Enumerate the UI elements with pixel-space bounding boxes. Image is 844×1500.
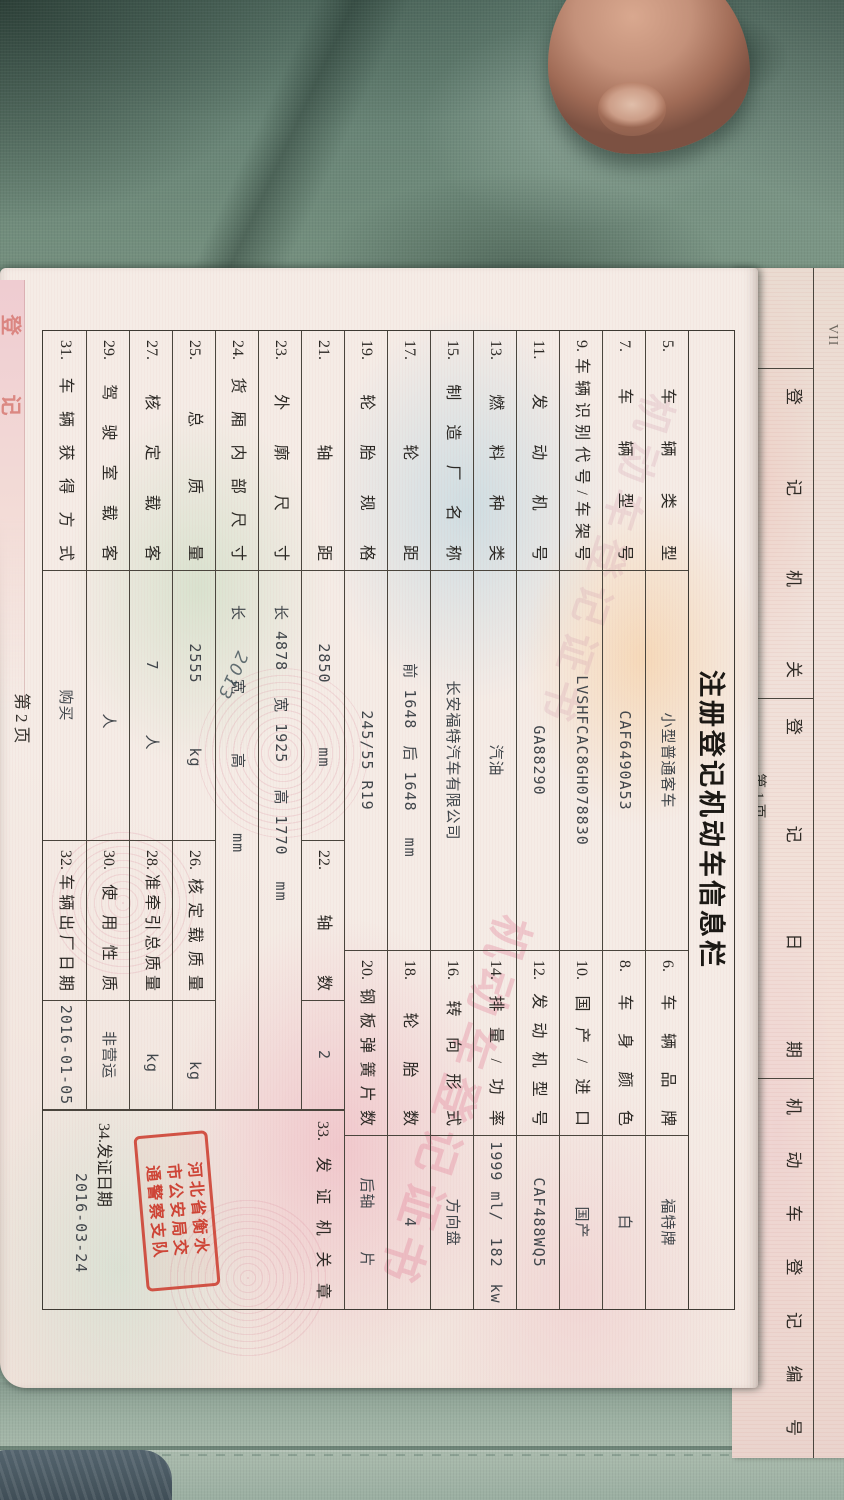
fingernail bbox=[598, 82, 666, 136]
table-row: 7.车辆型号 CAF6490A53 8.车身颜色白 bbox=[602, 331, 645, 1309]
field-value: 白 bbox=[616, 1214, 634, 1231]
table-row: 9.车辆识别代号/车架号 LVSHFCAC8GH078830 10.国产/进口国产 bbox=[559, 331, 602, 1309]
field-label: 32.车辆出厂日期 bbox=[43, 841, 86, 1001]
field-value: 小型普通客车 bbox=[646, 571, 688, 951]
field-value: 购买 bbox=[43, 571, 86, 841]
field-value: 2016-01-05 bbox=[43, 1001, 86, 1110]
field-label: 15.制造厂名称 bbox=[431, 331, 473, 571]
field-value: 长安福特汽车有限公司 bbox=[431, 571, 473, 951]
field-label: 22.轴数 bbox=[302, 841, 344, 1001]
field-label: 18.轮胎数 bbox=[388, 951, 430, 1136]
table-row: 11.发动机号 GA88290 12.发动机型号 CAF488WQ5 bbox=[516, 331, 559, 1309]
table-row: 5.车辆类型 小型普通客车 6.车辆品牌福特牌 bbox=[645, 331, 688, 1309]
issue-date-label: 34.发证日期 bbox=[95, 1123, 112, 1208]
field-label: 31.车辆获得方式 bbox=[43, 331, 86, 571]
field-value: 非营运 bbox=[87, 1001, 129, 1110]
field-value: 2850 mm bbox=[302, 571, 344, 841]
table-row: 23.外廓尺寸长 4878 宽 1925 高 1770 mm bbox=[258, 331, 301, 1110]
edge-glyph: 记 bbox=[0, 394, 23, 416]
table-row: 21.轴距 2850 mm 22.轴数 2 bbox=[301, 331, 344, 1110]
field-value: 汽油 bbox=[474, 571, 516, 951]
field-label: 27.核定载客 bbox=[130, 331, 172, 571]
field-label: 17.轮距 bbox=[388, 331, 430, 571]
field-label: 30.使用性质 bbox=[87, 841, 129, 1001]
field-label: 21.轴距 bbox=[302, 331, 344, 571]
field-value: 方向盘 bbox=[444, 1198, 462, 1247]
field-label: 11.发动机号 bbox=[517, 331, 559, 571]
field-value: LVSHFCAC8GH078830 bbox=[560, 571, 602, 951]
field-value: 2 bbox=[302, 1001, 344, 1110]
field-label: 23.外廓尺寸 bbox=[259, 331, 301, 571]
edge-glyph: 登 bbox=[0, 314, 23, 336]
field-value: 福特牌 bbox=[659, 1198, 677, 1247]
field-label: 14.排量/功率 bbox=[474, 951, 516, 1136]
page2: 机动车登记证书 机动车登记证书 注册登记机动车信息栏 5.车辆类型 小型普通客车 6… bbox=[0, 268, 758, 1388]
sofa-seam bbox=[0, 1446, 844, 1450]
field-label: 20.钢板弹簧片数 bbox=[345, 951, 387, 1136]
table-body: 5.车辆类型 小型普通客车 6.车辆品牌 福特牌 7.车辆型号 CAF6490A53 8.车… bbox=[42, 330, 689, 1310]
corner-mark: VII bbox=[825, 324, 840, 347]
field-label: 5.车辆类型 bbox=[646, 331, 688, 571]
field-label: 8.车身颜色 bbox=[603, 951, 645, 1136]
issue-authority-label: 33.发证机关章 bbox=[314, 1121, 331, 1299]
registry-office-header: 登记机关 bbox=[784, 388, 803, 678]
field-label: 13.燃料种类 bbox=[474, 331, 516, 571]
field-value: 2555 kg bbox=[173, 571, 215, 841]
field-value: 人 bbox=[87, 571, 129, 841]
field-label: 7.车辆型号 bbox=[603, 331, 645, 571]
field-value: GA88290 bbox=[517, 571, 559, 951]
page2-surface: 机动车登记证书 机动车登记证书 注册登记机动车信息栏 5.车辆类型 小型普通客车 6… bbox=[0, 268, 758, 1388]
registration-table: 注册登记机动车信息栏 5.车辆类型 小型普通客车 6.车辆品牌 福特牌 7.车辆型号 CA… bbox=[42, 330, 735, 1310]
field-value: 长 4878 宽 1925 高 1770 mm bbox=[259, 571, 301, 1110]
table-row: 15.制造厂名称 长安福特汽车有限公司 16.转向形式方向盘 bbox=[430, 331, 473, 1309]
field-value: CAF6490A53 bbox=[603, 571, 645, 951]
table-row: 29.驾驶室载客 人 30.使用性质 非营运 bbox=[86, 331, 129, 1110]
field-label: 12.发动机型号 bbox=[517, 951, 559, 1136]
field-value: CAF488WQ5 bbox=[530, 1177, 548, 1268]
field-value: 前 1648 后 1648 mm bbox=[388, 571, 430, 951]
field-label: 6.车辆品牌 bbox=[646, 951, 688, 1136]
table-section-lower-left: 21.轴距 2850 mm 22.轴数 2 23.外廓尺寸长 4878 宽 1925 高… bbox=[43, 331, 344, 1111]
table-row: 25.总质量 2555 kg 26.核定载质量 kg bbox=[172, 331, 215, 1110]
field-label: 28.准牵引总质量 bbox=[130, 841, 172, 1001]
field-label: 26.核定载质量 bbox=[173, 841, 215, 1001]
field-value: 4 bbox=[401, 1217, 419, 1228]
field-value: 245/55 R19 bbox=[345, 571, 387, 951]
field-label: 16.转向形式 bbox=[431, 951, 473, 1136]
fabric-fold bbox=[280, 130, 760, 280]
field-value: 后轴 片 bbox=[358, 1177, 376, 1268]
page-edge-strip: 登 记 bbox=[0, 280, 25, 710]
page1-table-border bbox=[813, 268, 814, 1458]
table-row: 27.核定载客 7 人 28.准牵引总质量 kg bbox=[129, 331, 172, 1110]
field-value: kg bbox=[173, 1001, 215, 1110]
field-label: 29.驾驶室载客 bbox=[87, 331, 129, 571]
table-row: 17.轮距前 1648 后 1648 mm 18.轮胎数 4 bbox=[387, 331, 430, 1309]
issue-authority-seal: 河北省衡水 市公安局交 通警察支队 bbox=[133, 1130, 221, 1292]
field-value: 国产 bbox=[573, 1206, 591, 1239]
registry-date-header: 登记日期 bbox=[784, 718, 803, 1058]
sofa-stitching bbox=[0, 1454, 844, 1456]
field-value: 7 人 bbox=[130, 571, 172, 841]
doc-title: 注册登记机动车信息栏 bbox=[689, 330, 735, 1310]
table-section-lower: 21.轴距 2850 mm 22.轴数 2 23.外廓尺寸长 4878 宽 1925 高… bbox=[43, 331, 344, 1309]
issue-authority-column: 33.发证机关章 河北省衡水 市公安局交 通警察支队 34.发证日期 2016-… bbox=[43, 1111, 344, 1309]
table-row: 19.轮胎规格 245/55 R19 20.钢板弹簧片数后轴 片 bbox=[344, 331, 387, 1309]
table-row: 13.燃料种类 汽油 14.排量/功率 1999 ml/ 182 kw bbox=[473, 331, 516, 1309]
denim-patch bbox=[0, 1450, 172, 1500]
table-section-upper: 5.车辆类型 小型普通客车 6.车辆品牌 福特牌 7.车辆型号 CAF6490A53 8.车… bbox=[344, 331, 688, 1309]
table-row: 24.货厢内部尺寸长 宽 高 mm bbox=[215, 331, 258, 1110]
field-label: 25.总质量 bbox=[173, 331, 215, 571]
field-label: 10.国产/进口 bbox=[560, 951, 602, 1136]
registration-number-header: 机动车登记编号 bbox=[784, 1098, 803, 1436]
field-label: 19.轮胎规格 bbox=[345, 331, 387, 571]
field-value: 1999 ml/ 182 kw bbox=[487, 1141, 505, 1304]
issue-date-value: 2016-03-24 bbox=[72, 1173, 90, 1274]
field-label: 24.货厢内部尺寸 bbox=[216, 331, 258, 571]
table-row: 31.车辆获得方式 购买 32.车辆出厂日期 2016-01-05 bbox=[43, 331, 86, 1110]
field-value: kg bbox=[130, 1001, 172, 1110]
field-label: 9.车辆识别代号/车架号 bbox=[560, 331, 602, 571]
